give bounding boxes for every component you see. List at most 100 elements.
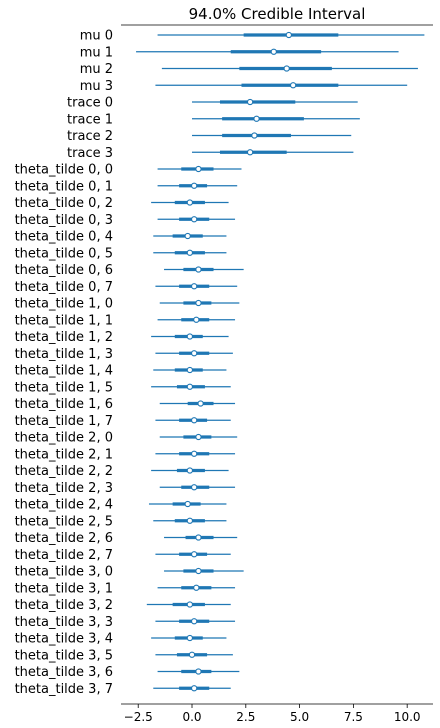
mean-marker	[191, 283, 198, 290]
mean-marker	[285, 31, 292, 39]
mean-marker	[186, 366, 194, 374]
mean-marker	[193, 316, 200, 323]
forest-row: theta_tilde 3, 2	[15, 598, 231, 613]
row-label: mu 0	[80, 29, 113, 44]
mean-marker	[283, 65, 290, 72]
mean-marker	[191, 350, 198, 357]
forest-row: theta_tilde 1, 7	[15, 414, 231, 429]
row-label: theta_tilde 2, 4	[15, 498, 113, 513]
forest-row: theta_tilde 2, 3	[15, 481, 236, 496]
forest-row: theta_tilde 2, 7	[15, 548, 231, 563]
mean-marker	[195, 433, 202, 441]
row-label: theta_tilde 0, 5	[15, 246, 113, 261]
row-label: theta_tilde 2, 1	[15, 447, 113, 462]
row-label: theta_tilde 2, 7	[15, 548, 113, 563]
row-label: theta_tilde 3, 6	[15, 665, 113, 680]
mean-marker	[191, 685, 198, 692]
mean-marker	[195, 534, 202, 541]
forest-row: theta_tilde 0, 2	[15, 196, 229, 211]
row-label: theta_tilde 2, 2	[15, 464, 113, 479]
forest-row: theta_tilde 3, 1	[15, 581, 236, 596]
forest-row: theta_tilde 2, 4	[15, 498, 227, 513]
forest-row: theta_tilde 2, 2	[15, 464, 229, 479]
forest-row: theta_tilde 0, 5	[15, 246, 227, 261]
forest-row: theta_tilde 0, 7	[15, 280, 238, 295]
row-label: theta_tilde 0, 2	[15, 196, 113, 211]
forest-row: theta_tilde 0, 6	[15, 263, 244, 278]
mean-marker	[186, 467, 194, 474]
row-label: theta_tilde 2, 5	[15, 514, 113, 529]
mean-marker	[186, 333, 194, 340]
chart-title: 94.0% Credible Interval	[189, 5, 366, 23]
forest-row: mu 3	[80, 79, 408, 94]
row-label: trace 2	[67, 129, 113, 144]
mean-marker	[195, 165, 202, 173]
forest-row: theta_tilde 3, 7	[15, 682, 231, 697]
forest-row: mu 2	[80, 62, 418, 77]
row-label: theta_tilde 1, 0	[15, 297, 113, 312]
mean-marker	[186, 383, 194, 390]
forest-row: trace 2	[67, 129, 352, 144]
row-label: mu 1	[80, 45, 113, 60]
forest-row: theta_tilde 3, 3	[15, 615, 236, 630]
mean-marker	[251, 132, 258, 139]
mean-marker	[191, 551, 198, 558]
row-label: trace 3	[67, 146, 113, 161]
row-label: theta_tilde 3, 1	[15, 581, 113, 596]
mean-marker	[195, 266, 202, 273]
row-label: theta_tilde 0, 7	[15, 280, 113, 295]
forest-row: theta_tilde 1, 1	[15, 313, 236, 328]
row-label: trace 1	[67, 112, 113, 127]
row-label: theta_tilde 0, 4	[15, 230, 113, 245]
row-label: theta_tilde 2, 6	[15, 531, 113, 546]
forest-row: theta_tilde 3, 6	[15, 665, 240, 680]
row-label: theta_tilde 2, 3	[15, 481, 113, 496]
mean-marker	[184, 232, 191, 240]
x-tick-label: 0.0	[182, 710, 201, 724]
forest-row: theta_tilde 1, 4	[15, 364, 227, 379]
row-label: theta_tilde 3, 7	[15, 682, 113, 697]
forest-row: theta_tilde 2, 1	[15, 447, 236, 462]
row-label: theta_tilde 1, 5	[15, 380, 113, 395]
row-label: theta_tilde 0, 3	[15, 213, 113, 228]
mean-marker	[186, 601, 194, 608]
mean-marker	[197, 400, 204, 407]
forest-row: theta_tilde 2, 0	[15, 431, 238, 446]
row-label: theta_tilde 1, 1	[15, 313, 113, 328]
mean-marker	[191, 417, 198, 424]
row-label: theta_tilde 0, 1	[15, 179, 113, 194]
mean-marker	[195, 299, 202, 307]
mean-marker	[186, 199, 194, 206]
mean-marker	[195, 668, 202, 675]
forest-row: theta_tilde 0, 1	[15, 179, 238, 194]
row-label: theta_tilde 1, 2	[15, 330, 113, 345]
forest-row: theta_tilde 2, 6	[15, 531, 238, 546]
forest-row: theta_tilde 0, 4	[15, 230, 227, 245]
forest-row: trace 1	[67, 112, 360, 127]
forest-row: mu 1	[80, 45, 399, 60]
mean-marker	[188, 651, 196, 658]
row-label: mu 3	[80, 79, 113, 94]
forest-row: theta_tilde 0, 0	[15, 163, 242, 178]
x-axis: −2.5 0.0 2.5 5.0 7.5 10.0	[124, 704, 421, 724]
row-label: theta_tilde 3, 0	[15, 565, 113, 580]
mean-marker	[186, 517, 194, 524]
row-label: theta_tilde 3, 2	[15, 598, 113, 613]
mean-marker	[186, 249, 194, 256]
x-tick-label: 5.0	[290, 710, 309, 724]
mean-marker	[289, 82, 297, 89]
row-label: theta_tilde 1, 4	[15, 364, 113, 379]
forest-row: trace 0	[67, 96, 358, 111]
row-label: theta_tilde 3, 3	[15, 615, 113, 630]
mean-marker	[186, 634, 194, 642]
mean-marker	[184, 500, 191, 508]
row-label: trace 0	[67, 96, 113, 111]
forest-row: trace 3	[67, 146, 354, 161]
forest-row: theta_tilde 1, 0	[15, 297, 240, 312]
row-label: theta_tilde 1, 3	[15, 347, 113, 362]
mean-marker	[191, 182, 198, 189]
forest-row: theta_tilde 1, 3	[15, 347, 233, 362]
mean-marker	[191, 216, 198, 223]
